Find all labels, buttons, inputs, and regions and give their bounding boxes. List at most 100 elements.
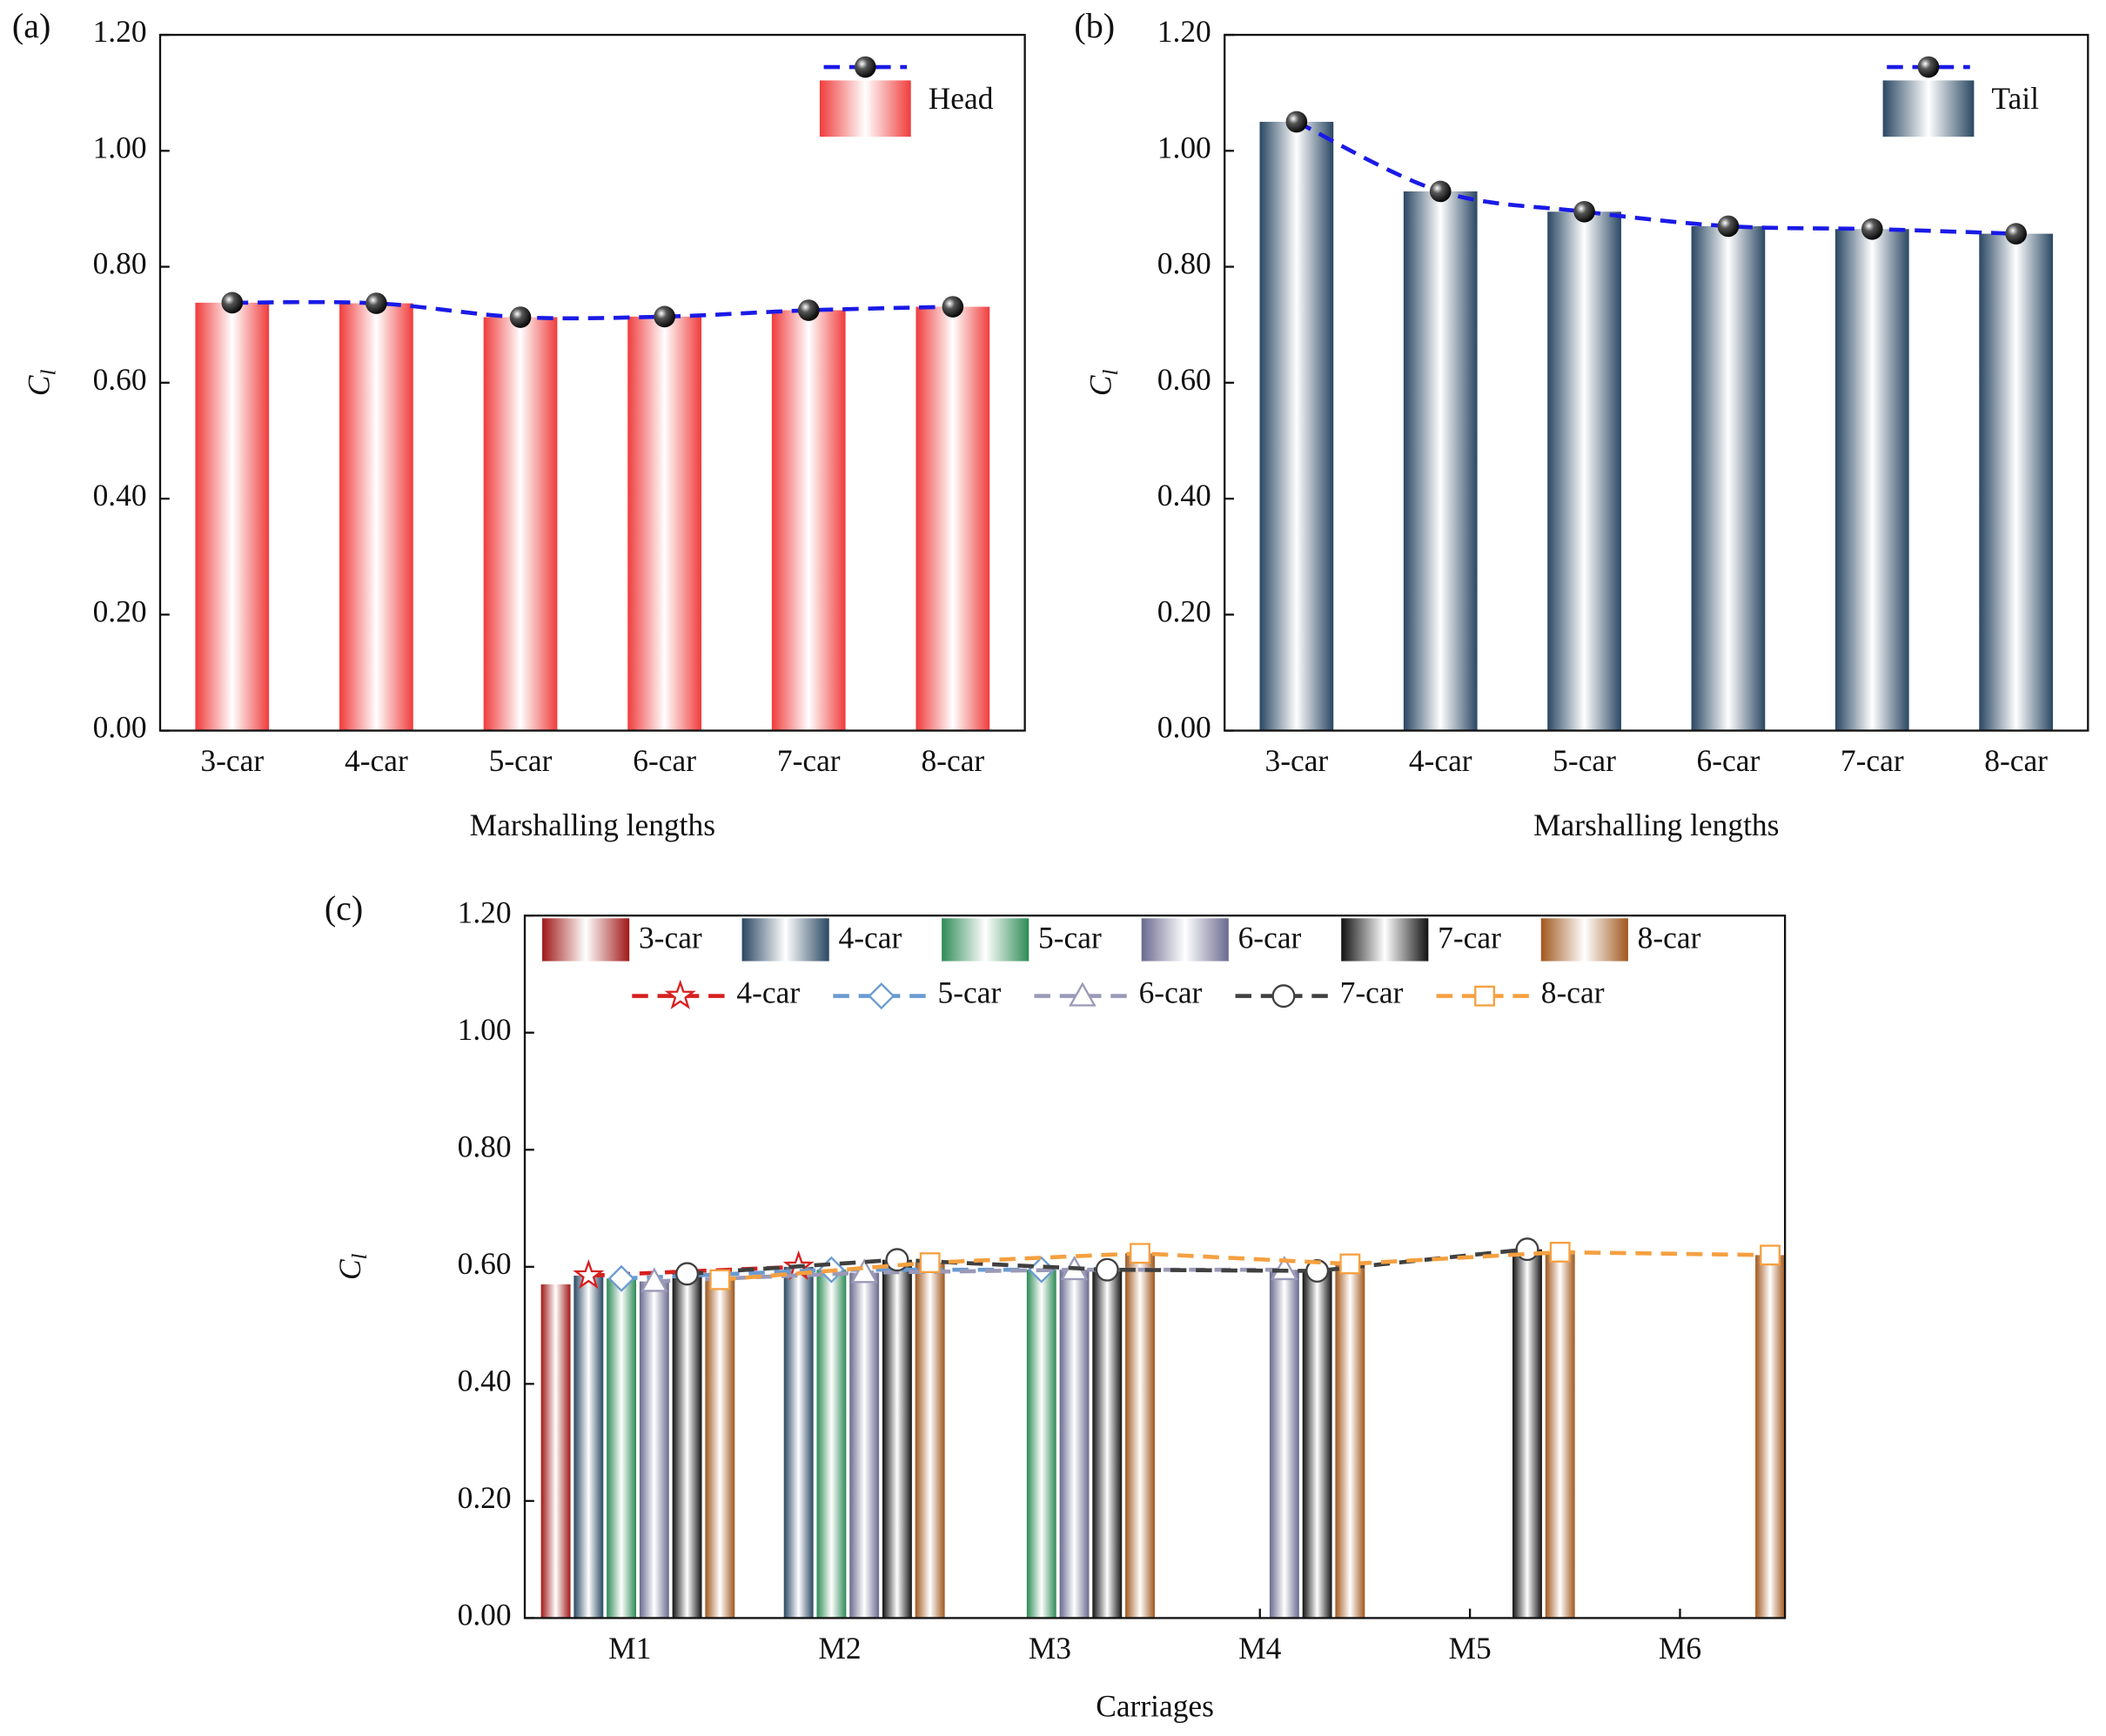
bar: [339, 303, 413, 731]
y-tick-label: 0.20: [1157, 593, 1211, 628]
y-tick-label: 0.60: [1157, 362, 1211, 397]
marker: [509, 306, 532, 328]
y-axis-label-main: C: [1083, 375, 1118, 396]
marker: [366, 292, 387, 314]
x-tick-label: M3: [1029, 1631, 1071, 1666]
marker: [573, 1258, 605, 1290]
y-axis-label-sub: l: [37, 369, 60, 375]
bar: [1125, 1253, 1155, 1619]
x-tick-label: 4-car: [1409, 743, 1472, 778]
bar: [915, 1263, 945, 1619]
x-tick-label: 5-car: [489, 743, 553, 778]
marker: [1573, 200, 1595, 223]
x-tick-label: 8-car: [1984, 743, 2048, 778]
bar: [607, 1278, 637, 1619]
y-tick-label: 1.00: [1157, 130, 1211, 164]
line: [1295, 119, 2016, 236]
x-tick-label: M5: [1448, 1631, 1491, 1666]
bar: [1545, 1251, 1575, 1619]
marker: [1515, 1237, 1539, 1262]
line: [231, 299, 953, 321]
panel-label: (a): [12, 6, 50, 45]
x-tick-label: 6-car: [1697, 743, 1761, 778]
bar: [627, 316, 701, 731]
bar: [1335, 1263, 1365, 1619]
bar: [849, 1272, 880, 1619]
y-tick-label: 0.40: [93, 478, 147, 513]
marker: [654, 305, 675, 328]
x-axis-label: Carriages: [1096, 1688, 1214, 1723]
bar: [573, 1275, 604, 1619]
x-tick-label: 3-car: [200, 743, 264, 778]
legend-marker: [855, 56, 876, 78]
y-tick-label: 0.20: [458, 1480, 512, 1515]
marker: [1760, 1244, 1781, 1266]
bar: [783, 1266, 814, 1619]
line: [720, 1250, 1771, 1282]
x-tick-label: M2: [818, 1631, 861, 1666]
bar: [1403, 191, 1478, 731]
legend-swatch: [819, 80, 911, 137]
marker: [1285, 111, 1308, 133]
bar: [540, 1284, 571, 1619]
bar: [1302, 1270, 1332, 1619]
y-tick-label: 0.00: [1157, 710, 1211, 745]
y-tick-label: 0.80: [458, 1129, 512, 1163]
marker: [640, 1267, 668, 1292]
bar: [1691, 225, 1766, 731]
legend-label: 7-car: [1340, 975, 1404, 1010]
legend-swatch: [1540, 918, 1628, 962]
bar: [1092, 1270, 1123, 1619]
legend-swatch: [1882, 80, 1975, 137]
y-tick-label: 0.60: [458, 1246, 512, 1281]
y-tick-label: 0.80: [1157, 246, 1211, 281]
marker: [675, 1262, 700, 1286]
bar: [195, 302, 270, 731]
bar: [1512, 1249, 1542, 1619]
bar: [639, 1281, 669, 1619]
y-tick-label: 0.40: [458, 1363, 512, 1398]
y-tick-label: 0.00: [93, 710, 147, 745]
legend-label: 4-car: [839, 921, 902, 955]
bar: [1979, 233, 2053, 731]
legend-label: Head: [929, 81, 994, 116]
plot-frame: [523, 915, 1787, 1619]
marker: [709, 1269, 731, 1290]
bar: [705, 1279, 735, 1619]
marker: [2005, 223, 2027, 245]
bar: [1259, 121, 1334, 731]
y-tick-label: 0.40: [1157, 478, 1211, 513]
legend-marker: [1069, 982, 1097, 1007]
marker: [1429, 180, 1452, 203]
bar: [816, 1270, 847, 1619]
marker: [607, 1264, 635, 1292]
legend-label: 8-car: [1638, 921, 1701, 955]
legend-swatch: [1141, 918, 1229, 962]
y-tick-label: 0.80: [93, 246, 147, 281]
bar: [771, 310, 846, 731]
legend-label: 5-car: [1038, 921, 1102, 955]
legend-marker: [664, 979, 696, 1009]
y-axis-label-sub: l: [348, 1253, 372, 1259]
marker: [885, 1248, 909, 1272]
x-tick-label: M1: [608, 1631, 651, 1666]
y-axis-label: Cl: [22, 369, 61, 396]
legend-label: Tail: [1991, 81, 2039, 116]
y-tick-label: 1.00: [93, 130, 147, 164]
bar: [1059, 1270, 1090, 1619]
legend-label: 8-car: [1541, 975, 1605, 1010]
x-axis-label: Marshalling lengths: [1533, 808, 1779, 842]
marker: [1130, 1243, 1150, 1264]
y-tick-label: 0.60: [93, 362, 147, 397]
legend-marker: [1271, 984, 1296, 1009]
marker: [1717, 215, 1740, 238]
panel-label: (c): [325, 888, 363, 928]
y-axis-label-main: C: [22, 375, 57, 396]
marker: [1549, 1242, 1571, 1263]
y-tick-label: 0.00: [458, 1598, 512, 1632]
y-axis-label-sub: l: [1098, 369, 1122, 375]
legend-label: 6-car: [1238, 921, 1302, 955]
x-tick-label: 6-car: [633, 743, 696, 778]
x-tick-label: 7-car: [1841, 743, 1904, 778]
